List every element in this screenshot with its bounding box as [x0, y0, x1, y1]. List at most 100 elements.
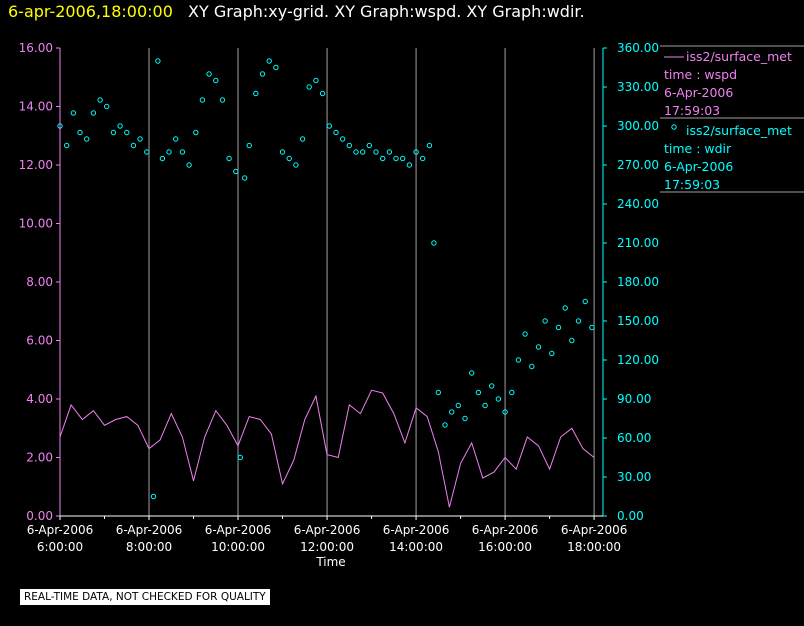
legend-entry-text: 6-Apr-2006 — [664, 85, 733, 100]
wdir-point — [144, 149, 150, 155]
wdir-point — [233, 168, 239, 175]
wdir-point — [173, 136, 179, 142]
right-axis-tick-label: 360.00 — [617, 41, 659, 55]
left-axis-tick-label: 4.00 — [26, 392, 53, 406]
wdir-point — [333, 129, 339, 136]
wdir-point — [482, 402, 488, 409]
wdir-point — [455, 402, 461, 409]
chart-header: 6-apr-2006,18:00:00 XY Graph:xy-grid. XY… — [8, 2, 585, 21]
wdir-point — [84, 136, 90, 142]
wdir-point — [279, 149, 286, 155]
x-tick-label-date: 6-Apr-2006 — [383, 523, 450, 537]
wdir-point — [110, 129, 117, 136]
wdir-point — [413, 149, 419, 155]
x-tick-label-date: 6-Apr-2006 — [472, 523, 539, 537]
wdir-point — [64, 142, 70, 149]
x-tick-label-time: 14:00:00 — [389, 540, 443, 554]
wdir-point — [502, 409, 508, 415]
x-axis-label: Time — [315, 555, 345, 569]
x-tick-label-date: 6-Apr-2006 — [116, 523, 183, 537]
legend-entry-text: iss2/surface_met — [686, 49, 792, 64]
right-axis-tick-label: 180.00 — [617, 275, 659, 289]
right-axis-tick-label: 150.00 — [617, 314, 659, 328]
wdir-point — [124, 129, 130, 136]
legend-entry-text: iss2/surface_met — [686, 123, 792, 138]
wdir-point — [253, 90, 259, 97]
legend-entry-text: 6-Apr-2006 — [664, 159, 733, 174]
x-tick-label-time: 16:00:00 — [478, 540, 532, 554]
wdir-point — [373, 149, 379, 155]
wdir-point — [346, 142, 352, 149]
wdir-point — [509, 389, 515, 396]
wdir-point — [199, 97, 206, 103]
right-axis-tick-label: 30.00 — [617, 470, 651, 484]
wdir-point — [549, 350, 555, 357]
wdir-point — [360, 149, 366, 155]
legend-entry-text: 17:59:03 — [664, 177, 720, 192]
wdir-point — [575, 318, 582, 324]
wdir-point — [542, 318, 548, 324]
wdir-point — [77, 129, 83, 136]
wspd-line — [59, 389, 595, 508]
left-axis-tick-label: 14.00 — [19, 100, 53, 114]
wdir-point — [266, 58, 272, 64]
wdir-point — [589, 324, 595, 331]
wdir-point — [104, 103, 110, 110]
wdir-point — [319, 90, 326, 97]
wdir-point — [242, 175, 248, 181]
x-tick-label-time: 6:00:00 — [37, 540, 83, 554]
wdir-point — [299, 136, 306, 142]
wdir-point — [206, 71, 212, 77]
right-axis-tick-label: 120.00 — [617, 353, 659, 367]
right-axis-tick-label: 240.00 — [617, 197, 659, 211]
left-axis-tick-label: 10.00 — [19, 217, 53, 231]
wdir-point — [166, 149, 172, 155]
timestamp: 6-apr-2006,18:00:00 — [8, 2, 173, 21]
wdir-point — [393, 155, 399, 162]
x-tick-label-date: 6-Apr-2006 — [27, 523, 94, 537]
wdir-series — [57, 58, 595, 500]
wdir-point — [186, 162, 192, 168]
x-tick-label-date: 6-Apr-2006 — [294, 523, 361, 537]
right-axis-tick-label: 300.00 — [617, 119, 659, 133]
x-tick-label-date: 6-Apr-2006 — [561, 523, 628, 537]
wdir-point — [273, 64, 279, 71]
axes: 6-Apr-2006 6:00:00 6-Apr-2006 8:00:00 6-Apr-… — [19, 41, 659, 554]
wdir-point — [286, 155, 292, 162]
wdir-point — [366, 142, 372, 149]
wdir-point — [90, 110, 97, 116]
wdir-point — [70, 110, 77, 116]
wdir-point — [97, 97, 103, 103]
quality-disclaimer: REAL-TIME DATA, NOT CHECKED FOR QUALITY — [20, 589, 270, 605]
wdir-point — [306, 84, 312, 90]
wdir-point — [431, 240, 437, 246]
wdir-point — [582, 298, 588, 305]
wdir-point — [130, 142, 137, 149]
wdir-point — [213, 77, 219, 84]
wdir-point — [489, 383, 495, 389]
wdir-point — [435, 389, 441, 396]
wdir-point — [386, 149, 393, 155]
wdir-point — [219, 97, 226, 103]
left-axis-tick-label: 16.00 — [19, 41, 53, 55]
wdir-point — [469, 370, 475, 376]
wdir-point — [293, 162, 299, 168]
wdir-point — [353, 149, 359, 155]
left-axis-tick-label: 6.00 — [26, 334, 53, 348]
right-axis-tick-label: 60.00 — [617, 431, 651, 445]
left-axis-tick-label: 12.00 — [19, 158, 53, 172]
wdir-point — [420, 155, 426, 162]
legend-entry-text: time : wdir — [664, 141, 732, 156]
wdir-point — [226, 155, 232, 162]
wdir-point — [339, 136, 346, 142]
wdir-point — [449, 409, 455, 415]
wdir-point — [515, 357, 522, 363]
wdir-point — [462, 415, 468, 422]
wdir-point — [193, 129, 199, 136]
grid-lines — [148, 48, 595, 516]
left-axis-tick-label: 2.00 — [26, 451, 53, 465]
wdir-point — [400, 155, 406, 162]
graph-titles: XY Graph:xy-grid. XY Graph:wspd. XY Grap… — [188, 2, 585, 21]
wdir-point — [117, 123, 123, 129]
